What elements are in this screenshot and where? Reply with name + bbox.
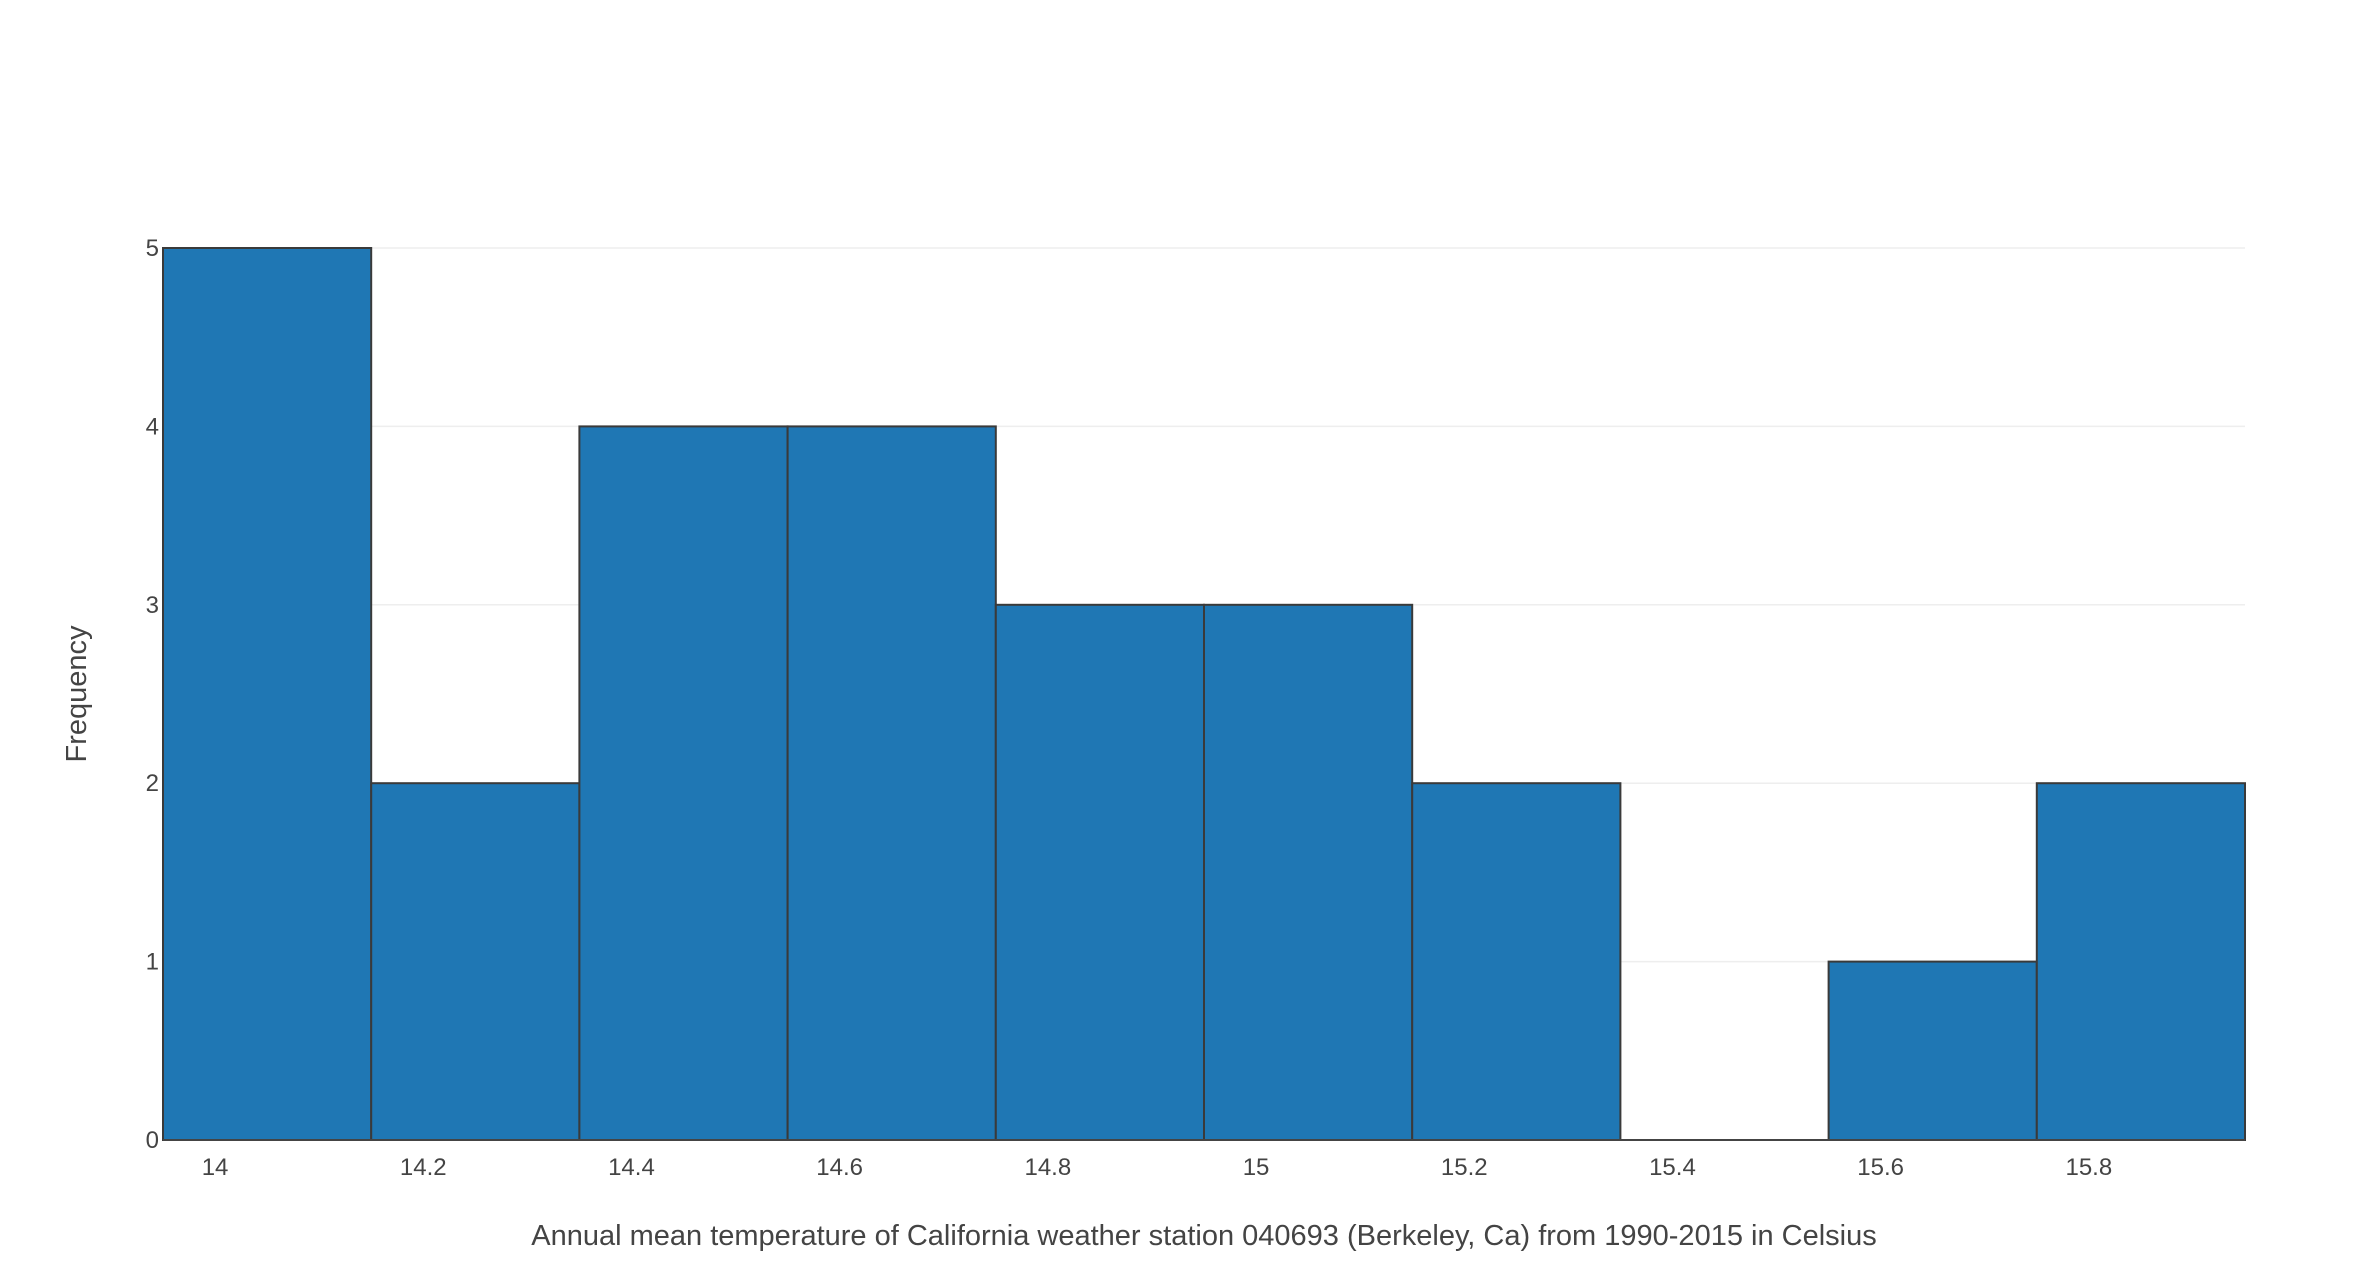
histogram-bar-5 bbox=[1203, 603, 1414, 1141]
histogram-bar-8 bbox=[1827, 960, 2038, 1141]
histogram-bar-2 bbox=[578, 425, 789, 1141]
histogram-bar-0 bbox=[162, 247, 373, 1141]
y-tick-label-1: 1 bbox=[146, 949, 159, 976]
x-tick-label-1: 14.2 bbox=[400, 1154, 447, 1181]
x-tick-label-6: 15.2 bbox=[1441, 1154, 1488, 1181]
y-tick-label-3: 3 bbox=[146, 592, 159, 619]
histogram-bar-4 bbox=[994, 603, 1205, 1141]
x-tick-label-0: 14 bbox=[202, 1154, 229, 1181]
x-tick-label-9: 15.8 bbox=[2065, 1154, 2112, 1181]
x-tick-labels: 14 14.2 14.4 14.6 14.8 15 15.2 15.4 15.6 15.8 bbox=[202, 1154, 2113, 1181]
x-tick-label-7: 15.4 bbox=[1649, 1154, 1696, 1181]
x-tick-label-5: 15 bbox=[1243, 1154, 1270, 1181]
y-tick-label-0: 0 bbox=[146, 1127, 159, 1154]
histogram-bar-3 bbox=[786, 425, 997, 1141]
y-tick-label-4: 4 bbox=[146, 413, 159, 440]
y-tick-labels: 0 1 2 3 4 5 bbox=[146, 235, 159, 1154]
histogram-bar-9 bbox=[2035, 782, 2247, 1141]
x-tick-label-2: 14.4 bbox=[608, 1154, 655, 1181]
histogram-bars bbox=[162, 247, 2247, 1141]
x-tick-label-3: 14.6 bbox=[816, 1154, 863, 1181]
x-axis-title: Annual mean temperature of California we… bbox=[531, 1220, 1876, 1252]
x-tick-label-8: 15.6 bbox=[1857, 1154, 1904, 1181]
histogram-bar-1 bbox=[370, 782, 581, 1141]
y-tick-label-2: 2 bbox=[146, 770, 159, 797]
x-tick-label-4: 14.8 bbox=[1024, 1154, 1071, 1181]
y-tick-label-5: 5 bbox=[146, 235, 159, 262]
histogram-bar-6 bbox=[1411, 782, 1622, 1141]
y-axis-title: Frequency bbox=[61, 625, 93, 763]
